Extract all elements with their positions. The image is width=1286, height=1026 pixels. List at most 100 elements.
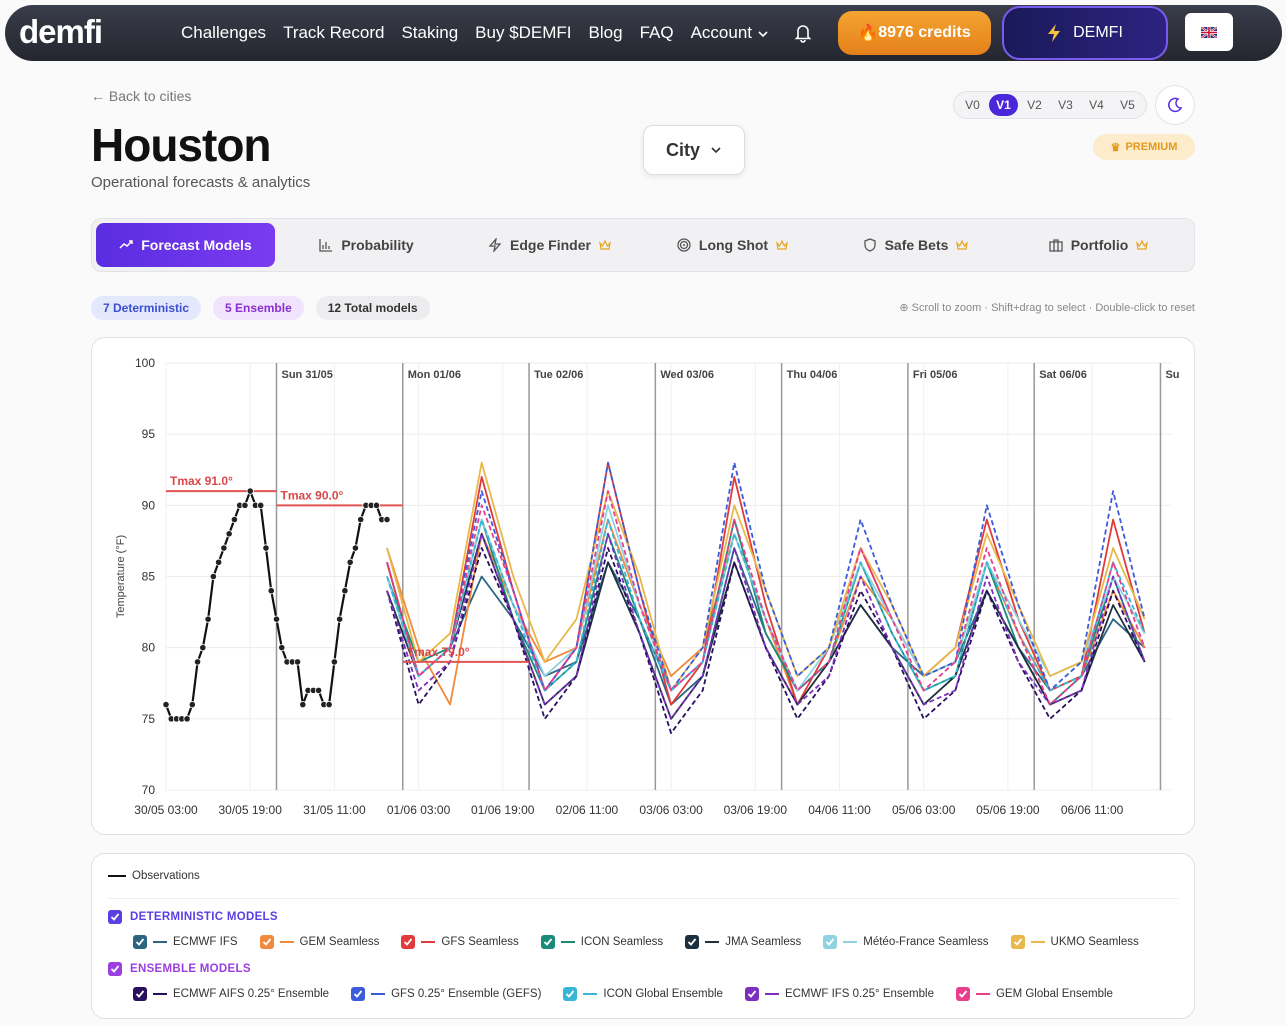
badge: 5 Ensemble bbox=[213, 296, 304, 320]
tab[interactable]: Portfolio bbox=[1007, 223, 1190, 267]
checkbox[interactable] bbox=[540, 935, 555, 949]
tab-label: Edge Finder bbox=[510, 237, 591, 253]
x-tick-label: 03/06 03:00 bbox=[639, 803, 703, 817]
tab[interactable]: Safe Bets bbox=[824, 223, 1007, 267]
logo[interactable]: demfi bbox=[19, 13, 103, 50]
legend-row: Observations bbox=[108, 870, 200, 882]
nav-link[interactable]: FAQ bbox=[639, 23, 674, 42]
checkbox[interactable] bbox=[823, 935, 838, 949]
legend-item[interactable]: ECMWF AIFS 0.25° Ensemble bbox=[133, 987, 329, 1001]
divider bbox=[108, 898, 1178, 899]
bolt-icon bbox=[1048, 24, 1061, 42]
version-option[interactable]: V4 bbox=[1089, 98, 1104, 112]
legend-item[interactable]: Météo-France Seamless bbox=[823, 935, 989, 949]
nav-link[interactable]: Track Record bbox=[283, 23, 385, 42]
version-option[interactable]: V5 bbox=[1120, 98, 1135, 112]
check-mark bbox=[353, 990, 363, 998]
version-option[interactable]: V1 bbox=[989, 94, 1018, 116]
premium-badge: ♛ PREMIUM bbox=[1093, 134, 1195, 160]
checkbox[interactable] bbox=[401, 935, 416, 949]
check-mark bbox=[566, 990, 575, 998]
nav-link[interactable]: Account bbox=[691, 23, 769, 43]
observation-point bbox=[267, 587, 275, 595]
x-tick-label: 03/06 19:00 bbox=[724, 803, 788, 817]
tab-label: Long Shot bbox=[698, 237, 769, 253]
crown-icon bbox=[776, 240, 789, 250]
y-tick-label: 100 bbox=[135, 356, 155, 370]
legend-item[interactable]: UKMO Seamless bbox=[1010, 935, 1139, 949]
legend-item[interactable]: GEM Global Ensemble bbox=[955, 987, 1113, 1001]
checkbox[interactable] bbox=[955, 987, 970, 1001]
checkbox[interactable] bbox=[133, 987, 147, 1001]
checkbox[interactable] bbox=[744, 987, 759, 1001]
checkbox[interactable] bbox=[108, 962, 122, 976]
observation-point bbox=[272, 615, 281, 623]
tab[interactable]: Long Shot bbox=[641, 223, 824, 267]
y-tick-label: 95 bbox=[142, 427, 156, 441]
nav-link[interactable]: Blog bbox=[588, 23, 623, 42]
city-select[interactable]: City bbox=[643, 125, 745, 175]
legend-swatch bbox=[108, 875, 126, 877]
legend-swatch bbox=[843, 941, 858, 943]
observation-point bbox=[351, 544, 360, 552]
checkbox[interactable] bbox=[563, 987, 578, 1001]
observation-point bbox=[209, 572, 217, 581]
x-tick-label: 05/06 19:00 bbox=[976, 803, 1040, 817]
legend-item[interactable]: Observations bbox=[108, 870, 200, 882]
tab[interactable]: Edge Finder bbox=[458, 223, 641, 267]
legend-item[interactable]: GFS Seamless bbox=[401, 935, 519, 949]
version-option[interactable]: V3 bbox=[1058, 98, 1073, 112]
observation-point bbox=[330, 658, 338, 666]
wallet-button[interactable]: DEMFI bbox=[1002, 6, 1168, 60]
checkbox[interactable] bbox=[1010, 935, 1025, 949]
zoom-hint: ⊕ Scroll to zoom · Shift+drag to select … bbox=[899, 302, 1195, 314]
version-option[interactable]: V2 bbox=[1027, 98, 1042, 112]
y-tick-label: 75 bbox=[142, 712, 156, 726]
legend-item[interactable]: GEM Seamless bbox=[259, 935, 379, 949]
back-link[interactable]: ← Back to cities bbox=[91, 88, 192, 104]
checkbox[interactable] bbox=[685, 935, 700, 949]
legend-row: ECMWF AIFS 0.25° Ensemble GFS 0.25° Ensem… bbox=[133, 987, 1113, 1001]
observation-point bbox=[314, 686, 323, 694]
checkbox[interactable] bbox=[133, 935, 147, 949]
credits-button[interactable]: 🔥 8976 credits bbox=[838, 11, 991, 55]
legend-item[interactable]: ICON Seamless bbox=[540, 935, 663, 949]
checkbox[interactable] bbox=[351, 987, 366, 1001]
nav-link[interactable]: Challenges bbox=[181, 23, 267, 42]
legend-label: JMA Seamless bbox=[725, 936, 802, 948]
observation-point bbox=[204, 615, 212, 623]
check-mark bbox=[958, 990, 968, 998]
flame-icon: 🔥 bbox=[858, 25, 879, 42]
check-mark bbox=[135, 938, 145, 946]
theme-toggle[interactable] bbox=[1155, 85, 1195, 125]
check-mark bbox=[110, 913, 120, 921]
legend-item[interactable]: ECMWF IFS bbox=[133, 935, 238, 949]
observation-point bbox=[241, 501, 249, 509]
y-tick-label: 80 bbox=[142, 641, 156, 655]
chevron bbox=[758, 31, 768, 38]
legend-group-header[interactable]: DETERMINISTIC MODELS bbox=[108, 910, 278, 924]
nav-link[interactable]: Buy $DEMFI bbox=[475, 23, 572, 42]
checkbox[interactable] bbox=[108, 910, 122, 924]
legend-item[interactable]: GFS 0.25° Ensemble (GEFS) bbox=[351, 987, 541, 1001]
check-mark bbox=[1013, 938, 1022, 946]
tab[interactable]: Probability bbox=[275, 223, 458, 267]
observation-point bbox=[278, 644, 286, 652]
nav-link[interactable]: Staking bbox=[401, 23, 459, 42]
flag-icon bbox=[1201, 26, 1217, 38]
day-label: Fri 05/06 bbox=[913, 369, 958, 381]
day-label: Tue 02/06 bbox=[534, 369, 583, 381]
legend-item[interactable]: JMA Seamless bbox=[685, 935, 801, 949]
tab[interactable]: Forecast Models bbox=[96, 223, 275, 267]
legend-item[interactable]: ECMWF IFS 0.25° Ensemble bbox=[744, 987, 934, 1001]
bell-icon[interactable] bbox=[794, 23, 812, 43]
day-label: Mon 01/06 bbox=[408, 369, 461, 381]
legend-group-header[interactable]: ENSEMBLE MODELS bbox=[108, 962, 251, 976]
observation-point bbox=[220, 544, 228, 552]
tab-icon bbox=[488, 238, 502, 252]
version-option[interactable]: V0 bbox=[965, 98, 980, 112]
checkbox[interactable] bbox=[259, 935, 274, 949]
legend-item[interactable]: ICON Global Ensemble bbox=[563, 987, 723, 1001]
language-button[interactable] bbox=[1185, 13, 1233, 51]
observation-point bbox=[372, 501, 381, 509]
